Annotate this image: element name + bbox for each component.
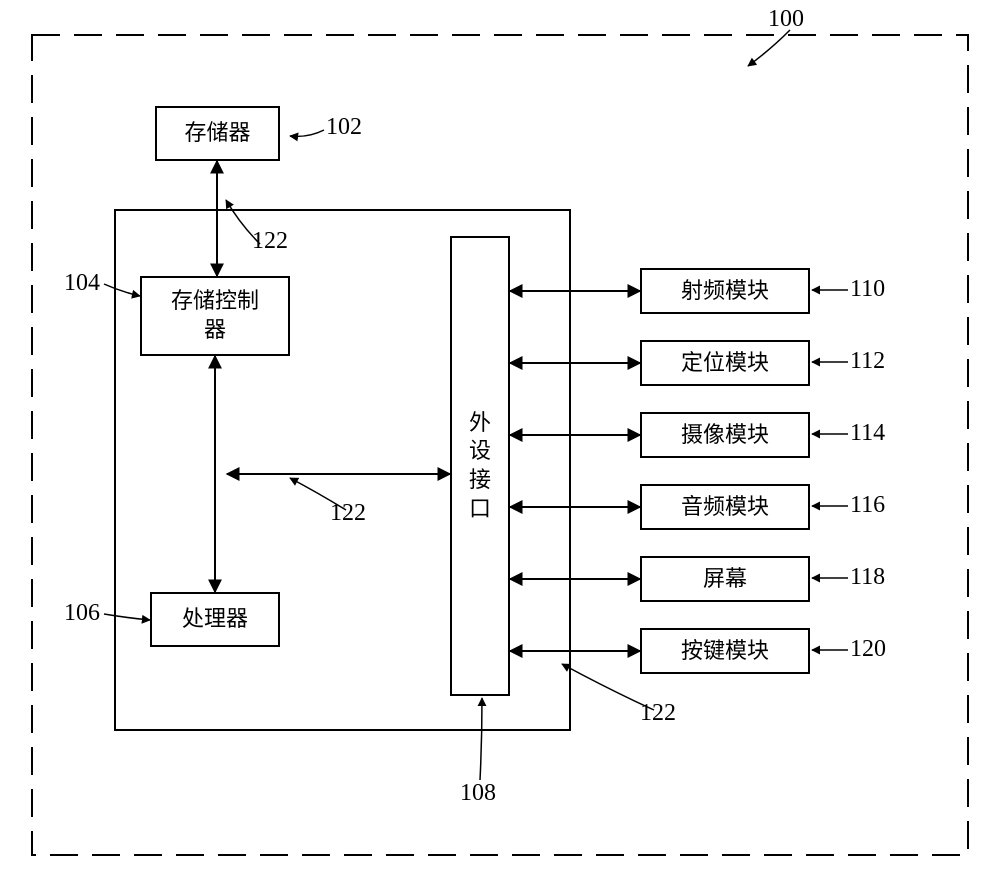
block-location-module: 定位模块 bbox=[640, 340, 810, 386]
block-rf-label: 射频模块 bbox=[681, 277, 769, 306]
lead-102 bbox=[290, 130, 324, 136]
block-storage: 存储器 bbox=[155, 106, 280, 161]
lead-108 bbox=[480, 698, 482, 780]
ref-label-112: 112 bbox=[850, 348, 885, 375]
block-screen: 屏幕 bbox=[640, 556, 810, 602]
block-audio-label: 音频模块 bbox=[681, 493, 769, 522]
ref-label-100: 100 bbox=[768, 6, 804, 33]
block-processor-label: 处理器 bbox=[182, 605, 248, 634]
block-processor: 处理器 bbox=[150, 592, 280, 647]
block-cam-label: 摄像模块 bbox=[681, 421, 769, 450]
ref-label-122-b: 122 bbox=[330, 500, 366, 527]
block-peripheral-interface: 外 设 接 口 bbox=[450, 236, 510, 696]
block-pif-label: 外 设 接 口 bbox=[469, 409, 491, 523]
lead-104 bbox=[104, 284, 140, 296]
ref-label-118: 118 bbox=[850, 564, 885, 591]
ref-label-102: 102 bbox=[326, 114, 362, 141]
block-key-label: 按键模块 bbox=[681, 637, 769, 666]
block-key-module: 按键模块 bbox=[640, 628, 810, 674]
block-rf-module: 射频模块 bbox=[640, 268, 810, 314]
ref-label-122-a: 122 bbox=[252, 228, 288, 255]
ref-label-106: 106 bbox=[64, 600, 100, 627]
ref-label-110: 110 bbox=[850, 276, 885, 303]
block-storage-label: 存储器 bbox=[184, 119, 250, 148]
ref-label-122-c: 122 bbox=[640, 700, 676, 727]
ref-label-104: 104 bbox=[64, 270, 100, 297]
ref-label-114: 114 bbox=[850, 420, 885, 447]
lead-100 bbox=[748, 30, 790, 66]
ref-label-116: 116 bbox=[850, 492, 885, 519]
ref-label-108: 108 bbox=[460, 780, 496, 807]
block-memctrl-label: 存储控制 器 bbox=[171, 287, 259, 344]
block-memory-controller: 存储控制 器 bbox=[140, 276, 290, 356]
block-screen-label: 屏幕 bbox=[703, 565, 747, 594]
block-loc-label: 定位模块 bbox=[681, 349, 769, 378]
ref-label-120: 120 bbox=[850, 636, 886, 663]
block-camera-module: 摄像模块 bbox=[640, 412, 810, 458]
lead-106 bbox=[104, 614, 150, 620]
block-audio-module: 音频模块 bbox=[640, 484, 810, 530]
